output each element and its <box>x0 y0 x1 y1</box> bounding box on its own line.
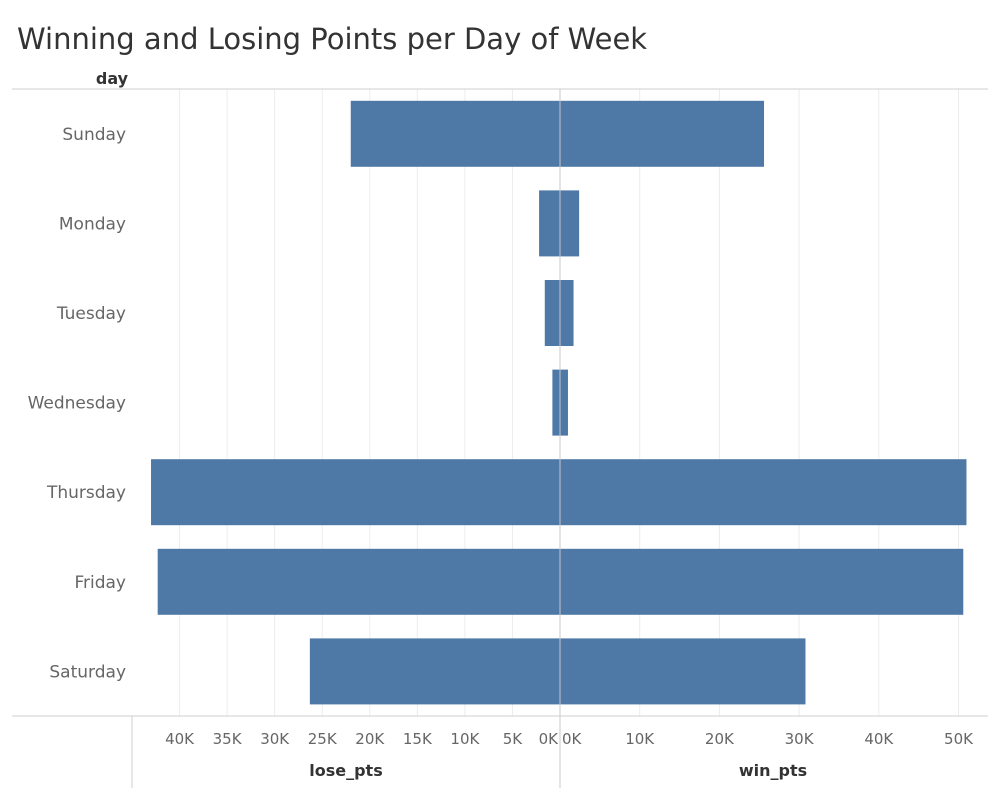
bars <box>151 100 967 705</box>
lose-tick-label: 40K <box>165 730 195 748</box>
lose-tick-label: 5K <box>503 730 524 748</box>
chart-title: Winning and Losing Points per Day of Wee… <box>17 22 648 56</box>
lose-tick-label: 15K <box>403 730 433 748</box>
bar-win-friday <box>560 548 964 615</box>
win-tick-label: 0K <box>562 730 583 748</box>
bar-win-wednesday <box>560 369 568 436</box>
lose-tick-label: 10K <box>450 730 480 748</box>
bar-win-sunday <box>560 100 765 167</box>
win-tick-label: 50K <box>944 730 974 748</box>
row-label-tuesday: Tuesday <box>56 304 126 324</box>
bar-lose-monday <box>539 190 560 257</box>
lose-tick-label: 20K <box>355 730 385 748</box>
row-label-friday: Friday <box>74 573 126 593</box>
row-label-sunday: Sunday <box>62 125 126 145</box>
win-tick-label: 20K <box>705 730 735 748</box>
bar-win-saturday <box>560 638 806 705</box>
win-axis-title: win_pts <box>739 761 807 780</box>
win-tick-label: 30K <box>785 730 815 748</box>
bar-lose-sunday <box>350 100 560 167</box>
tick-labels: 40K 35K 30K 25K 20K 15K 10K 5K 0K 0K 10K 20K 30K 40K 5… <box>165 730 974 748</box>
bar-lose-friday <box>157 548 560 615</box>
row-label-wednesday: Wednesday <box>28 394 126 414</box>
bar-lose-thursday <box>151 459 560 526</box>
axis-frame <box>12 88 988 788</box>
bar-lose-wednesday <box>552 369 560 436</box>
row-header-label: day <box>96 69 129 88</box>
row-label-monday: Monday <box>59 214 126 234</box>
bar-lose-tuesday <box>544 280 560 346</box>
row-label-thursday: Thursday <box>46 483 126 503</box>
bar-win-monday <box>560 190 580 257</box>
lose-tick-label: 30K <box>260 730 290 748</box>
bar-win-thursday <box>560 459 967 526</box>
gridlines <box>179 89 959 716</box>
win-tick-label: 40K <box>864 730 894 748</box>
bar-win-tuesday <box>560 280 574 346</box>
bar-lose-saturday <box>309 638 560 705</box>
row-labels: Sunday Monday Tuesday Wednesday Thursday Frid… <box>28 125 126 683</box>
row-label-saturday: Saturday <box>49 662 126 682</box>
win-tick-label: 10K <box>625 730 655 748</box>
lose-axis-title: lose_pts <box>309 761 382 780</box>
lose-tick-label: 25K <box>308 730 338 748</box>
lose-tick-label: 0K <box>539 730 560 748</box>
lose-tick-label: 35K <box>213 730 243 748</box>
